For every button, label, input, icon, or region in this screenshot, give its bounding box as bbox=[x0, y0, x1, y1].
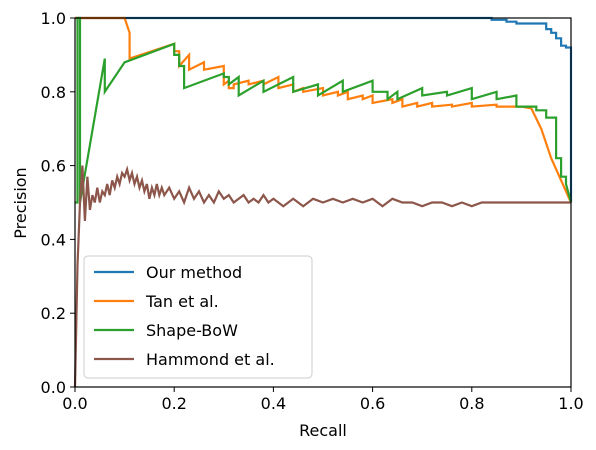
x-tick-label: 0.6 bbox=[360, 394, 385, 413]
legend-label-hammond-et-al: Hammond et al. bbox=[146, 350, 275, 369]
x-axis-title: Recall bbox=[299, 421, 347, 440]
legend-label-our-method: Our method bbox=[146, 263, 242, 282]
y-axis: 0.0 0.2 0.4 0.6 0.8 1.0 bbox=[41, 9, 75, 397]
y-tick-label: 0.2 bbox=[41, 304, 66, 323]
x-axis: 0.0 0.2 0.4 0.6 0.8 1.0 bbox=[62, 387, 584, 413]
x-tick-label: 0.0 bbox=[62, 394, 87, 413]
x-tick-label: 0.4 bbox=[261, 394, 286, 413]
legend-label-tan-et-al: Tan et al. bbox=[145, 292, 219, 311]
legend-box bbox=[83, 255, 313, 379]
y-tick-label: 0.0 bbox=[41, 378, 66, 397]
series-lines bbox=[73, 16, 573, 388]
legend: Our method Tan et al. Shape-BoW Hammond et … bbox=[83, 255, 313, 379]
x-tick-label: 0.8 bbox=[459, 394, 484, 413]
x-tick-label: 1.0 bbox=[558, 394, 583, 413]
y-tick-label: 1.0 bbox=[41, 9, 66, 28]
plot-frame bbox=[74, 17, 572, 388]
legend-label-shape-bow: Shape-BoW bbox=[146, 321, 238, 340]
y-tick-label: 0.6 bbox=[41, 157, 66, 176]
x-tick-label: 0.2 bbox=[161, 394, 186, 413]
y-axis-title: Precision bbox=[11, 167, 30, 238]
series-line-tan-et-al bbox=[75, 16, 573, 203]
series-line-hammond-et-al bbox=[73, 165, 571, 388]
y-tick-label: 0.8 bbox=[41, 83, 66, 102]
series-line-our-method bbox=[75, 16, 573, 203]
series-line-shape-bow bbox=[75, 16, 573, 204]
y-tick-label: 0.4 bbox=[41, 230, 66, 249]
